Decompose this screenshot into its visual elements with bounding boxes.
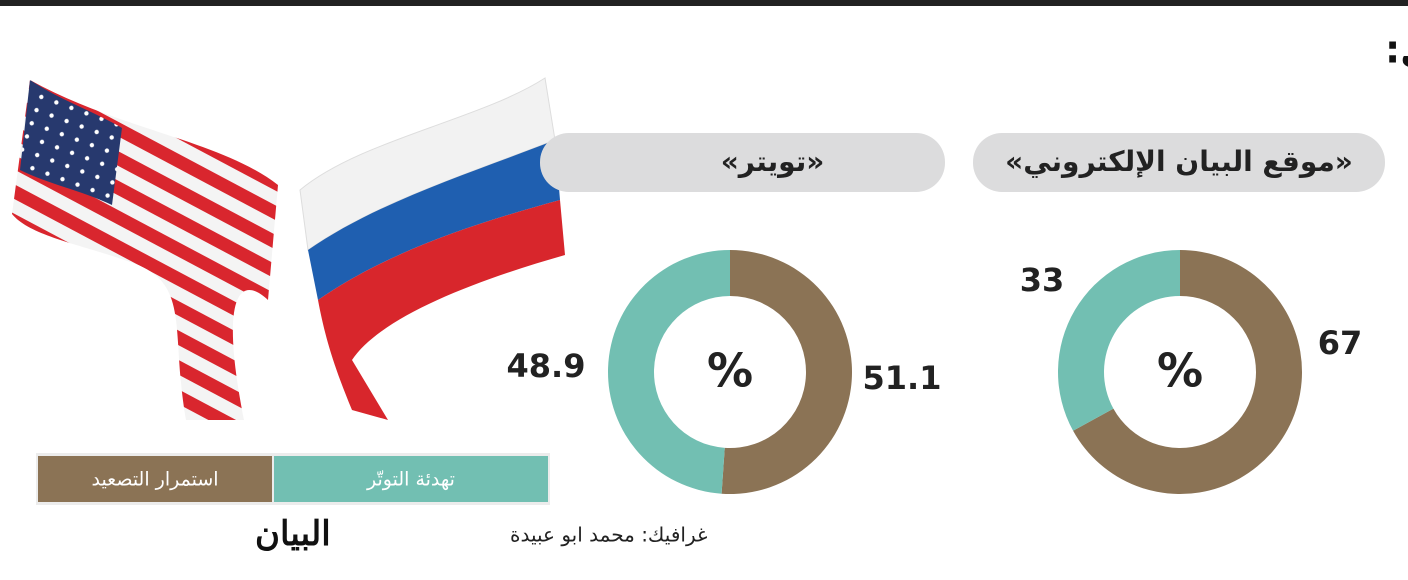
donut-segment [721,250,853,495]
value-label: 33 [1020,261,1065,299]
title: قمة «بايدن - بوتين» في جنيف ستؤدي إلى: [1385,28,1408,73]
chart-header [540,133,945,192]
russia-flag [299,77,565,420]
chart-title: «تويتر» [721,145,825,178]
top-bar [0,0,1408,6]
center-label: % [707,344,753,398]
us-flag [12,80,278,420]
logo: البيان [255,514,331,554]
chart-title: «موقع البيان الإلكتروني» [1005,145,1353,178]
chart-header [973,133,1385,192]
legend-swatch [274,456,548,502]
donut-segment [1073,250,1302,495]
donut-segment [608,250,730,494]
legend: استمرار التصعيد تهدئة التوتّر [36,453,550,505]
credit: غرافيك: محمد ابو عبيدة [510,523,707,547]
legend-swatch [38,456,272,502]
value-label: 51.1 [863,359,942,397]
center-label: % [1157,344,1203,398]
donut-segment [1058,250,1180,431]
value-label: 48.9 [507,347,586,385]
legend-label: استمرار التصعيد [91,469,218,491]
value-label: 67 [1318,324,1363,362]
legend-label: تهدئة التوتّر [366,469,455,491]
